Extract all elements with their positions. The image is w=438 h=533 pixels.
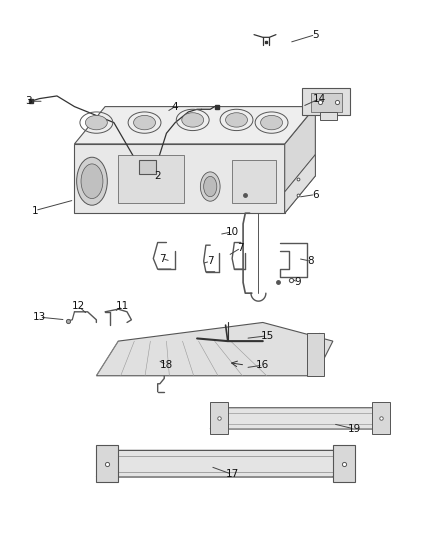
Text: 4: 4: [172, 102, 179, 111]
Polygon shape: [96, 450, 350, 477]
Text: 7: 7: [159, 254, 166, 263]
Text: 9: 9: [294, 278, 301, 287]
Ellipse shape: [134, 116, 155, 130]
Ellipse shape: [226, 113, 247, 127]
Polygon shape: [210, 402, 228, 434]
Ellipse shape: [182, 113, 204, 127]
Text: 17: 17: [226, 470, 239, 479]
Ellipse shape: [204, 176, 217, 197]
Polygon shape: [96, 445, 118, 482]
Polygon shape: [96, 322, 333, 376]
Text: 8: 8: [307, 256, 314, 266]
Text: 5: 5: [312, 30, 319, 39]
Polygon shape: [285, 107, 315, 213]
Text: 1: 1: [32, 206, 39, 215]
Text: 16: 16: [256, 360, 269, 370]
Ellipse shape: [81, 164, 103, 198]
Ellipse shape: [200, 172, 220, 201]
Text: 11: 11: [116, 302, 129, 311]
Polygon shape: [74, 144, 285, 213]
Text: 10: 10: [226, 227, 239, 237]
Text: 7: 7: [207, 256, 214, 266]
Polygon shape: [232, 160, 276, 203]
Polygon shape: [210, 408, 385, 429]
Polygon shape: [302, 88, 350, 115]
Polygon shape: [285, 155, 315, 213]
Polygon shape: [118, 155, 184, 203]
FancyBboxPatch shape: [139, 160, 156, 174]
Polygon shape: [311, 93, 342, 112]
Text: 3: 3: [25, 96, 32, 106]
Text: 2: 2: [154, 171, 161, 181]
Text: 6: 6: [312, 190, 319, 199]
Text: 12: 12: [72, 302, 85, 311]
Polygon shape: [372, 402, 390, 434]
Ellipse shape: [261, 116, 283, 130]
Polygon shape: [333, 445, 355, 482]
Text: 19: 19: [348, 424, 361, 434]
Polygon shape: [74, 107, 315, 144]
Text: 7: 7: [237, 243, 244, 253]
Polygon shape: [307, 333, 324, 376]
Text: 14: 14: [313, 94, 326, 103]
Text: 13: 13: [33, 312, 46, 322]
Ellipse shape: [77, 157, 107, 205]
Ellipse shape: [85, 116, 107, 130]
Polygon shape: [320, 112, 337, 120]
Text: 18: 18: [160, 360, 173, 370]
Text: 15: 15: [261, 331, 274, 341]
